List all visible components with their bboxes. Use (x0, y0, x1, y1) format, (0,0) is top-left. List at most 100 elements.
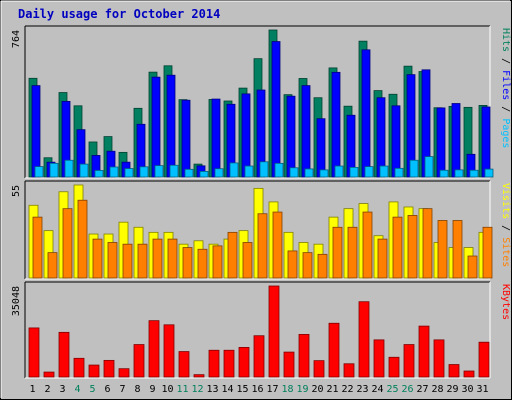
bar-kbytes-day-19 (298, 334, 310, 378)
bar-sites-day-24 (377, 238, 388, 279)
bar-files-day-11 (181, 99, 191, 178)
bar-kbytes-day-15 (238, 347, 250, 378)
bar-pages-day-30 (469, 169, 479, 178)
bar-sites-day-2 (47, 252, 58, 279)
panel-legend-label: Visits / Sites (500, 183, 511, 267)
bar-sites-day-29 (452, 220, 463, 279)
bar-sites-day-3 (62, 208, 73, 279)
bar-kbytes-day-8 (133, 344, 145, 378)
bar-files-day-10 (166, 74, 176, 178)
bar-files-day-24 (376, 97, 386, 178)
bar-kbytes-day-14 (223, 349, 235, 378)
bar-kbytes-day-24 (373, 339, 385, 378)
x-tick-label-day-21: 21 (326, 384, 338, 395)
bar-files-day-29 (451, 103, 461, 178)
bar-sites-day-7 (122, 243, 133, 279)
bar-kbytes-day-3 (58, 331, 70, 378)
bar-kbytes-day-30 (463, 370, 475, 378)
bar-kbytes-day-11 (178, 351, 190, 378)
x-tick-label-day-29: 29 (446, 384, 458, 395)
bar-sites-day-21 (332, 226, 343, 279)
x-tick-label-day-25: 25 (386, 384, 398, 395)
x-tick-label-day-1: 1 (29, 384, 35, 395)
legend-part: Pages (500, 118, 511, 148)
bar-kbytes-day-31 (478, 341, 490, 378)
bar-files-day-17 (271, 41, 281, 178)
bar-sites-day-16 (257, 213, 268, 279)
bar-kbytes-day-27 (418, 325, 430, 378)
bar-pages-day-5 (94, 170, 104, 178)
bar-kbytes-day-23 (358, 301, 370, 378)
legend-part: / (500, 52, 511, 70)
bar-pages-day-22 (349, 166, 359, 178)
bar-kbytes-day-4 (73, 357, 85, 378)
bar-pages-day-25 (394, 167, 404, 178)
bar-kbytes-day-21 (328, 322, 340, 378)
bar-kbytes-day-26 (403, 344, 415, 378)
bar-pages-day-16 (259, 161, 269, 178)
x-tick-label-day-20: 20 (311, 384, 323, 395)
bar-files-day-1 (31, 85, 41, 178)
bar-kbytes-day-6 (103, 359, 115, 378)
bar-files-day-20 (316, 118, 326, 178)
panel-max-label: 35048 (11, 286, 22, 316)
x-tick-label-day-16: 16 (251, 384, 263, 395)
bar-sites-day-28 (437, 220, 448, 279)
legend-part: KBytes (500, 284, 511, 320)
x-tick-label-day-23: 23 (356, 384, 368, 395)
bar-sites-day-25 (392, 216, 403, 279)
legend-part: Sites (500, 237, 511, 267)
x-tick-label-day-3: 3 (59, 384, 65, 395)
bar-pages-day-23 (364, 166, 374, 178)
chart-panels: 764 Hits / Files / Pages 55 Visits / Sites 3… (11, 25, 511, 379)
bar-files-day-18 (286, 95, 296, 178)
bar-files-day-23 (361, 49, 371, 178)
bar-pages-day-12 (199, 171, 209, 178)
x-tick-label-day-22: 22 (341, 384, 353, 395)
x-tick-label-day-12: 12 (191, 384, 203, 395)
bar-sites-day-26 (407, 215, 418, 279)
x-tick-label-day-19: 19 (296, 384, 308, 395)
bar-pages-day-4 (79, 163, 89, 178)
bar-sites-day-13 (212, 245, 223, 279)
legend-part: Files (500, 70, 511, 100)
bar-pages-day-1 (34, 166, 44, 178)
bar-pages-day-29 (454, 169, 464, 178)
bar-kbytes-day-25 (388, 356, 400, 378)
bar-pages-day-6 (109, 166, 119, 178)
bar-sites-day-9 (152, 238, 163, 279)
bar-pages-day-20 (319, 169, 329, 178)
x-axis-labels: 1 2 3 4 5 6 7 8 9 10 11 12 13 14 15 16 17 18 19 20 21 22 23 24 2… (29, 384, 488, 395)
x-tick-label-day-15: 15 (236, 384, 248, 395)
bar-files-day-21 (331, 71, 341, 178)
bar-pages-day-24 (379, 165, 389, 178)
x-tick-label-day-18: 18 (281, 384, 293, 395)
bar-sites-day-4 (77, 199, 88, 279)
bar-kbytes-day-17 (268, 285, 280, 378)
x-tick-label-day-11: 11 (176, 384, 188, 395)
bar-pages-day-9 (154, 165, 164, 178)
x-tick-label-day-26: 26 (401, 384, 413, 395)
bar-pages-day-18 (289, 167, 299, 178)
panel-hits_files_pages: 764 Hits / Files / Pages (11, 25, 511, 179)
bar-kbytes-day-10 (163, 324, 175, 378)
bar-kbytes-day-28 (433, 339, 445, 378)
bar-kbytes-day-5 (88, 364, 100, 378)
x-tick-label-day-8: 8 (134, 384, 140, 395)
bar-kbytes-day-1 (28, 327, 40, 378)
bar-pages-day-3 (64, 159, 74, 178)
bar-sites-day-14 (227, 231, 238, 279)
bar-sites-day-11 (182, 247, 193, 279)
panel-legend-label: Hits / Files / Pages (500, 28, 511, 148)
bar-pages-day-11 (184, 168, 194, 178)
bar-sites-day-18 (287, 250, 298, 279)
bar-sites-day-5 (92, 238, 103, 279)
bar-files-day-13 (211, 98, 221, 178)
bar-pages-day-28 (439, 169, 449, 178)
bar-sites-day-10 (167, 238, 178, 279)
bar-files-day-25 (391, 105, 401, 178)
bar-kbytes-day-18 (283, 351, 295, 378)
x-tick-label-day-28: 28 (431, 384, 443, 395)
bar-files-day-28 (436, 107, 446, 178)
bar-kbytes-day-16 (253, 335, 265, 378)
